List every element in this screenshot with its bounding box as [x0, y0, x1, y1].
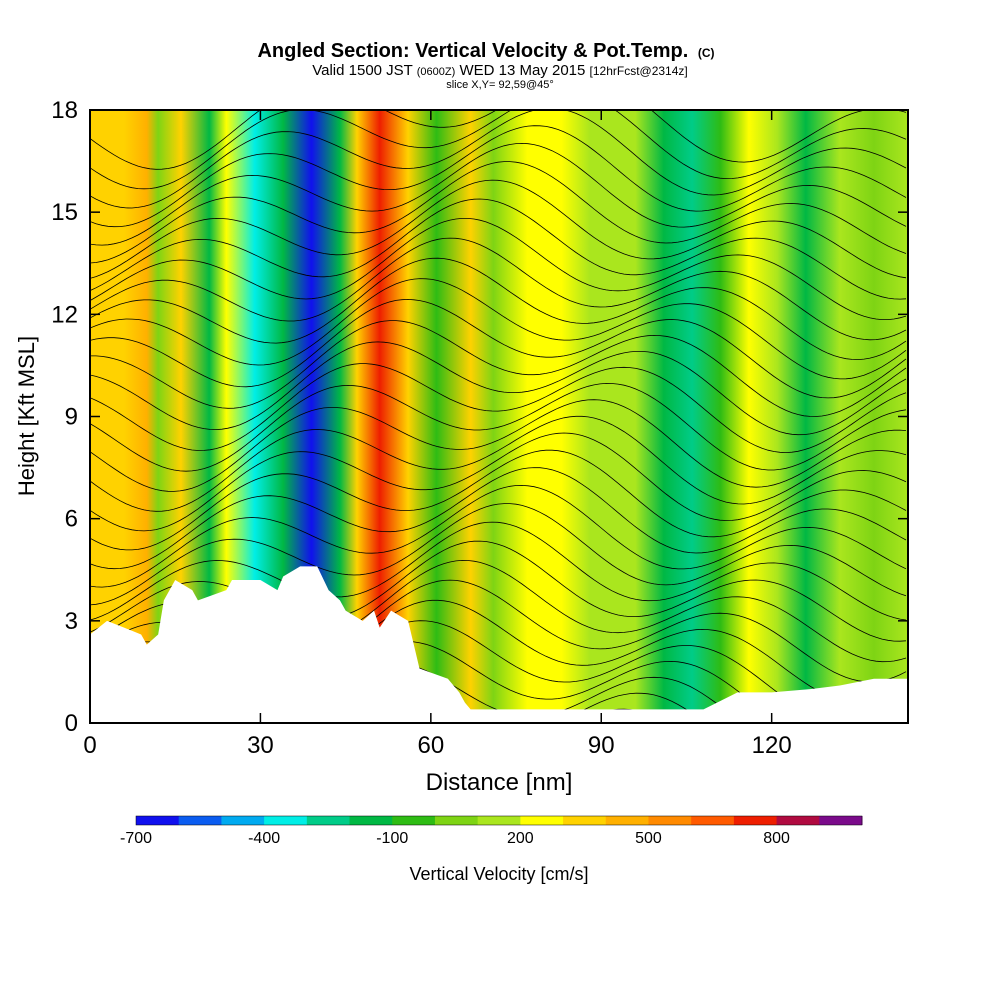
colorbar-swatch	[306, 816, 351, 825]
colorbar: -700 -400 -100 200 500 800	[120, 815, 863, 847]
colorbar-swatch	[520, 816, 564, 825]
isentrope-line	[90, 110, 907, 209]
isentrope-line	[90, 237, 907, 341]
colorbar-swatch	[392, 816, 436, 825]
colorbar-tick-label: -700	[120, 830, 152, 847]
x-axis: 0 30 60 90 120	[83, 110, 792, 759]
colorbar-swatch	[264, 816, 308, 825]
colorbar-tick-label: -100	[376, 830, 408, 847]
colorbar-label: Vertical Velocity [cm/s]	[409, 864, 588, 884]
isentrope-line	[90, 198, 907, 300]
isentrope-line	[90, 484, 907, 588]
isentrope-line	[90, 161, 907, 264]
isentrope-line	[90, 382, 907, 472]
isentrope-line	[90, 125, 907, 228]
colorbar-swatch	[349, 816, 393, 825]
terrain-mask	[90, 566, 908, 723]
colorbar-frame	[135, 815, 863, 826]
colorbar-swatch	[221, 816, 265, 825]
chart-valid-time: Valid 1500 JST (0600Z) WED 13 May 2015 […	[312, 62, 688, 79]
y-axis-label: Height [Kft MSL]	[14, 336, 39, 496]
y-tick-label: 12	[51, 301, 78, 328]
isentrope-line	[90, 142, 907, 246]
isentrope-line	[90, 320, 907, 417]
isentrope-line	[90, 341, 907, 436]
isentrope-line	[90, 467, 907, 570]
colorbar-tick-label: -400	[248, 830, 280, 847]
isentrope-line	[90, 432, 907, 532]
x-tick-label: 30	[247, 732, 274, 759]
y-axis: 0 3 6 9 12 15 18	[51, 97, 908, 737]
y-tick-label: 15	[51, 199, 78, 226]
isentrope-line	[90, 540, 907, 642]
colorbar-swatch	[776, 816, 820, 825]
isentrope-line	[90, 415, 907, 512]
colorbar-swatch	[477, 816, 521, 825]
colorbar-swatch	[563, 816, 607, 825]
isentrope-line	[90, 278, 907, 380]
colorbar-swatch	[648, 816, 692, 825]
chart-title: Angled Section: Vertical Velocity & Pot.…	[257, 40, 714, 62]
y-tick-label: 9	[65, 404, 78, 431]
isentrope-line	[90, 257, 907, 361]
x-tick-label: 90	[588, 732, 615, 759]
isentrope-line	[90, 399, 907, 492]
colorbar-swatch	[691, 816, 735, 825]
colorbar-swatch	[434, 816, 479, 825]
y-tick-label: 6	[65, 506, 78, 533]
chart-slice-info: slice X,Y= 92,59@45°	[446, 79, 554, 91]
isentrope-line	[90, 449, 907, 551]
x-tick-label: 120	[752, 732, 792, 759]
colorbar-swatch	[605, 816, 649, 825]
isentrope-line	[90, 521, 907, 621]
y-tick-label: 18	[51, 97, 78, 124]
isentrope-line	[90, 503, 907, 606]
isentrope-line	[90, 363, 907, 454]
colorbar-swatch	[178, 816, 222, 825]
isentrope-line	[90, 298, 907, 399]
colorbar-tick-label: 800	[763, 830, 790, 847]
y-tick-label: 0	[65, 710, 78, 737]
y-tick-label: 3	[65, 608, 78, 635]
x-tick-label: 0	[83, 732, 96, 759]
isentrope-line	[90, 218, 907, 320]
colorbar-swatch	[136, 816, 180, 825]
colorbar-tick-label: 500	[635, 830, 662, 847]
isentrope-line	[90, 110, 907, 190]
chart-title-tag: (C)	[698, 46, 715, 60]
x-tick-label: 60	[417, 732, 444, 759]
colorbar-tick-label: 200	[507, 830, 534, 847]
colorbar-swatch	[733, 816, 778, 825]
isentrope-line	[90, 110, 907, 170]
x-axis-label: Distance [nm]	[426, 769, 573, 796]
isentrope-line	[90, 179, 907, 279]
colorbar-swatch	[819, 816, 863, 825]
